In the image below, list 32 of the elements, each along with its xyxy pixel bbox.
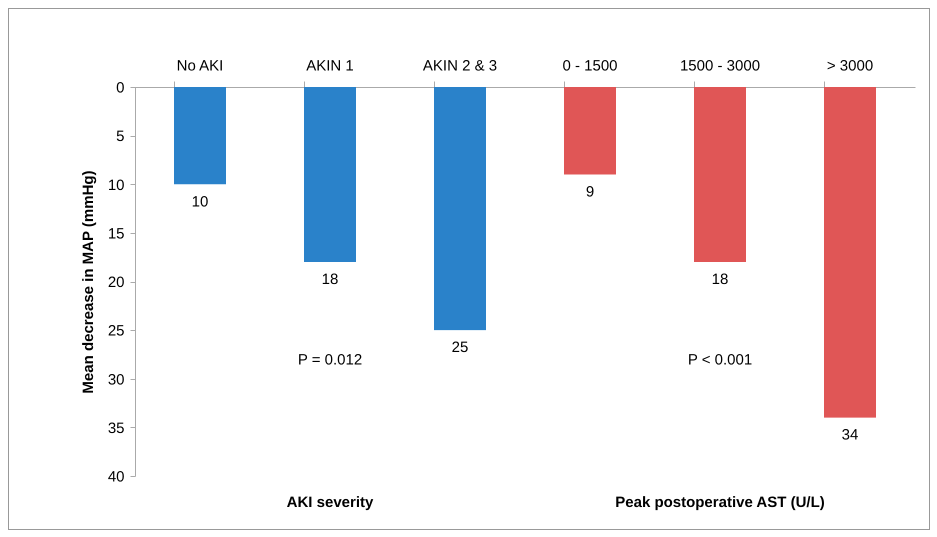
bar	[824, 87, 876, 418]
data-label: 25	[452, 339, 468, 356]
text: AKI severity	[286, 494, 374, 511]
y-tick-label: 20	[108, 274, 124, 291]
y-tick-label: 35	[108, 420, 124, 437]
bar	[434, 87, 486, 330]
annotation: P < 0.001	[688, 351, 752, 368]
x-tick-label: No AKI	[176, 58, 224, 74]
x-tick-label: AKIN 2 & 3	[422, 58, 498, 74]
annotation: P = 0.012	[298, 351, 362, 368]
bar	[694, 87, 746, 262]
y-tick-label: 0	[116, 80, 124, 96]
x-tick-label: > 3000	[826, 58, 874, 74]
bar	[564, 87, 616, 175]
y-tick-label: 30	[108, 371, 124, 388]
y-tick-label: 40	[108, 468, 124, 486]
data-label: 34	[842, 426, 858, 444]
data-label: 18	[322, 271, 338, 288]
data-label: 10	[192, 193, 208, 210]
bar	[304, 87, 356, 262]
x-tick-label: 0 - 1500	[562, 58, 618, 74]
x-tick-label: 1500 - 3000	[680, 58, 760, 74]
bar	[174, 87, 226, 184]
y-axis-title: Mean decrease in MAP (mmHg)	[80, 170, 97, 394]
x-tick-label: AKIN 1	[306, 58, 354, 74]
y-tick-label: 5	[116, 128, 124, 146]
y-tick-label: 25	[108, 322, 124, 340]
y-tick-label: 10	[108, 176, 124, 194]
data-label: 9	[586, 184, 594, 201]
y-tick-label: 15	[108, 225, 124, 242]
data-label: 18	[712, 271, 728, 288]
text: Peak postoperative AST (U/L)	[615, 494, 825, 511]
